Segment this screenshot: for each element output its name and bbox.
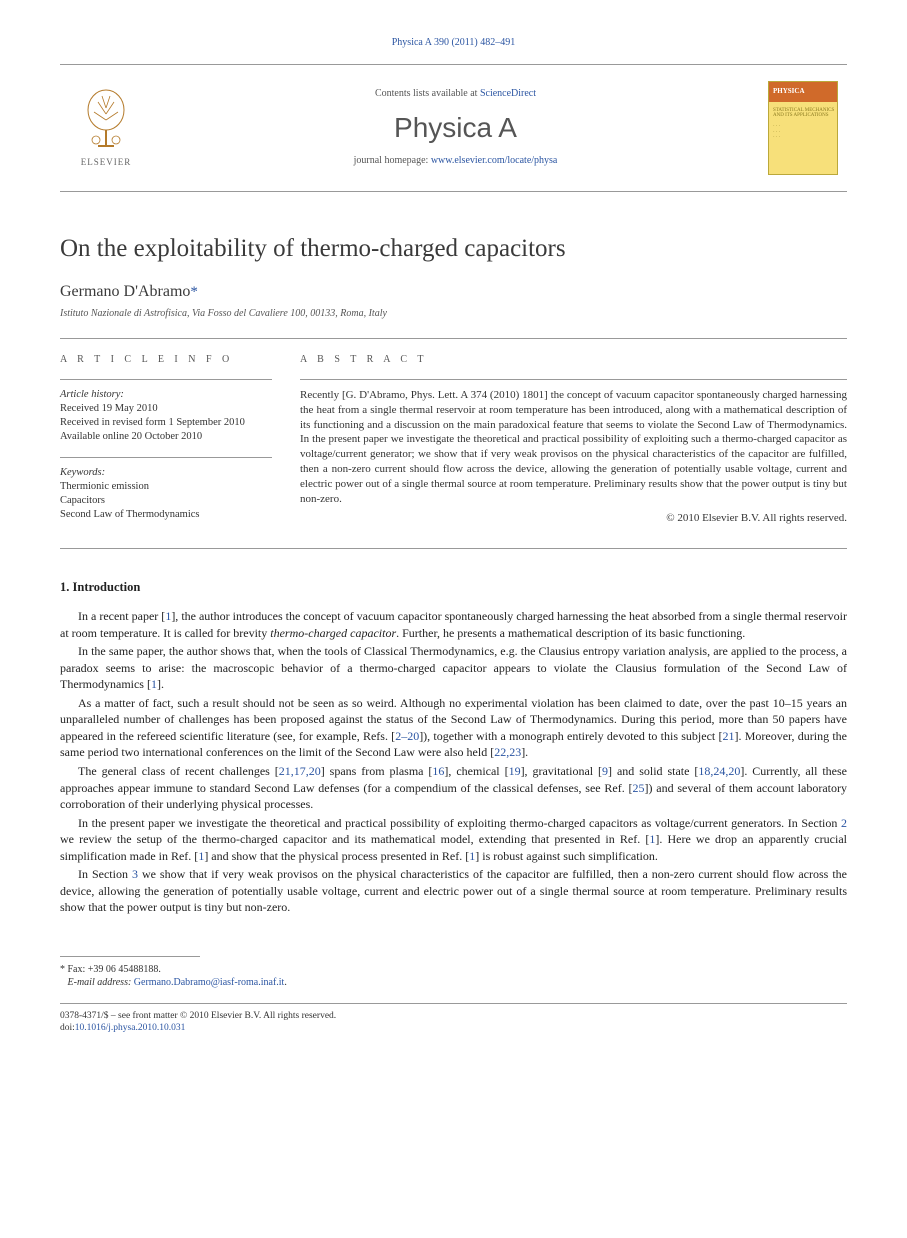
history-line: Available online 20 October 2010 xyxy=(60,430,272,444)
journal-cover-thumb[interactable]: PHYSICA STATISTICAL MECHANICSAND ITS APP… xyxy=(768,81,838,175)
citation-link[interactable]: 22,23 xyxy=(494,745,521,759)
fax-number: +39 06 45488188. xyxy=(88,964,161,975)
abstract-text: Recently [G. D'Abramo, Phys. Lett. A 374… xyxy=(300,388,847,507)
author-line: Germano D'Abramo* xyxy=(60,281,847,303)
publisher-logo-block: ELSEVIER xyxy=(60,65,152,191)
sciencedirect-link[interactable]: ScienceDirect xyxy=(480,88,536,99)
section-1-body: In a recent paper [1], the author introd… xyxy=(60,608,847,916)
homepage-prefix: journal homepage: xyxy=(354,155,431,166)
citation-link[interactable]: 18,24,20 xyxy=(698,764,740,778)
citation-link[interactable]: 19 xyxy=(509,764,521,778)
footnote-mark: * xyxy=(60,964,65,975)
citation-link[interactable]: 1 xyxy=(151,677,157,691)
abstract-heading: A B S T R A C T xyxy=(300,353,847,367)
keyword: Thermionic emission xyxy=(60,480,272,494)
body-paragraph: In a recent paper [1], the author introd… xyxy=(60,608,847,641)
keyword: Second Law of Thermodynamics xyxy=(60,508,272,522)
abstract-copyright: © 2010 Elsevier B.V. All rights reserved… xyxy=(300,511,847,526)
author-email-link[interactable]: Germano.Dabramo@iasf-roma.inaf.it xyxy=(134,977,285,988)
citation-link[interactable]: 21,17,20 xyxy=(279,764,321,778)
citation-link[interactable]: 21 xyxy=(722,729,734,743)
section-1-heading: 1. Introduction xyxy=(60,579,847,596)
article-info-heading: A R T I C L E I N F O xyxy=(60,353,272,367)
page-footer: 0378-4371/$ – see front matter © 2010 El… xyxy=(60,1003,847,1035)
running-head[interactable]: Physica A 390 (2011) 482–491 xyxy=(60,36,847,50)
article-title: On the exploitability of thermo-charged … xyxy=(60,232,847,266)
history-line: Received 19 May 2010 xyxy=(60,402,272,416)
keywords-block: Keywords: Thermionic emission Capacitors… xyxy=(60,466,272,523)
email-label: E-mail address: xyxy=(68,977,134,988)
contents-list-line: Contents lists available at ScienceDirec… xyxy=(375,87,536,101)
abstract-column: A B S T R A C T Recently [G. D'Abramo, P… xyxy=(300,353,847,534)
article-history-block: Article history: Received 19 May 2010 Re… xyxy=(60,388,272,445)
corresponding-footnote: * Fax: +39 06 45488188. E-mail address: … xyxy=(60,963,847,989)
journal-homepage-line: journal homepage: www.elsevier.com/locat… xyxy=(354,154,558,168)
journal-title: Physica A xyxy=(394,109,517,147)
contents-prefix: Contents lists available at xyxy=(375,88,480,99)
citation-link[interactable]: 2–20 xyxy=(395,729,419,743)
keywords-label: Keywords: xyxy=(60,466,272,480)
author-affiliation: Istituto Nazionale di Astrofisica, Via F… xyxy=(60,307,847,321)
citation-link[interactable]: 9 xyxy=(602,764,608,778)
author-name[interactable]: Germano D'Abramo xyxy=(60,283,190,300)
section-link[interactable]: 2 xyxy=(841,816,847,830)
keyword: Capacitors xyxy=(60,494,272,508)
section-link[interactable]: 3 xyxy=(132,867,138,881)
body-paragraph: In the same paper, the author shows that… xyxy=(60,643,847,693)
body-paragraph: In the present paper we investigate the … xyxy=(60,815,847,865)
doi-link[interactable]: 10.1016/j.physa.2010.10.031 xyxy=(75,1023,186,1033)
elsevier-tree-icon xyxy=(78,86,134,154)
citation-link[interactable]: 1 xyxy=(469,849,475,863)
body-paragraph: As a matter of fact, such a result shoul… xyxy=(60,695,847,761)
cover-decorative-text: STATISTICAL MECHANICSAND ITS APPLICATION… xyxy=(773,108,834,141)
cover-thumbnail-block: PHYSICA STATISTICAL MECHANICSAND ITS APP… xyxy=(759,65,847,191)
citation-link[interactable]: 25 xyxy=(632,781,644,795)
publisher-name: ELSEVIER xyxy=(81,156,132,168)
masthead-center: Contents lists available at ScienceDirec… xyxy=(152,65,759,191)
journal-homepage-link[interactable]: www.elsevier.com/locate/physa xyxy=(431,155,558,166)
citation-link[interactable]: 1 xyxy=(198,849,204,863)
article-history-label: Article history: xyxy=(60,388,272,402)
doi-label: doi: xyxy=(60,1023,75,1033)
front-matter-line: 0378-4371/$ – see front matter © 2010 El… xyxy=(60,1010,847,1022)
body-paragraph: In Section 3 we show that if very weak p… xyxy=(60,866,847,916)
citation-link[interactable]: 1 xyxy=(649,832,655,846)
journal-masthead: ELSEVIER Contents lists available at Sci… xyxy=(60,64,847,192)
abstract-bottom-rule xyxy=(60,548,847,549)
body-paragraph: The general class of recent challenges [… xyxy=(60,763,847,813)
citation-link[interactable]: 16 xyxy=(432,764,444,778)
email-suffix: . xyxy=(284,977,287,988)
footnote-rule xyxy=(60,956,200,957)
corresponding-author-mark[interactable]: * xyxy=(190,284,198,300)
article-info-column: A R T I C L E I N F O Article history: R… xyxy=(60,353,272,534)
header-rule xyxy=(60,338,847,339)
fax-label: Fax: xyxy=(68,964,88,975)
cover-title-bar: PHYSICA xyxy=(769,82,837,102)
history-line: Received in revised form 1 September 201… xyxy=(60,416,272,430)
citation-link[interactable]: 1 xyxy=(165,609,171,623)
